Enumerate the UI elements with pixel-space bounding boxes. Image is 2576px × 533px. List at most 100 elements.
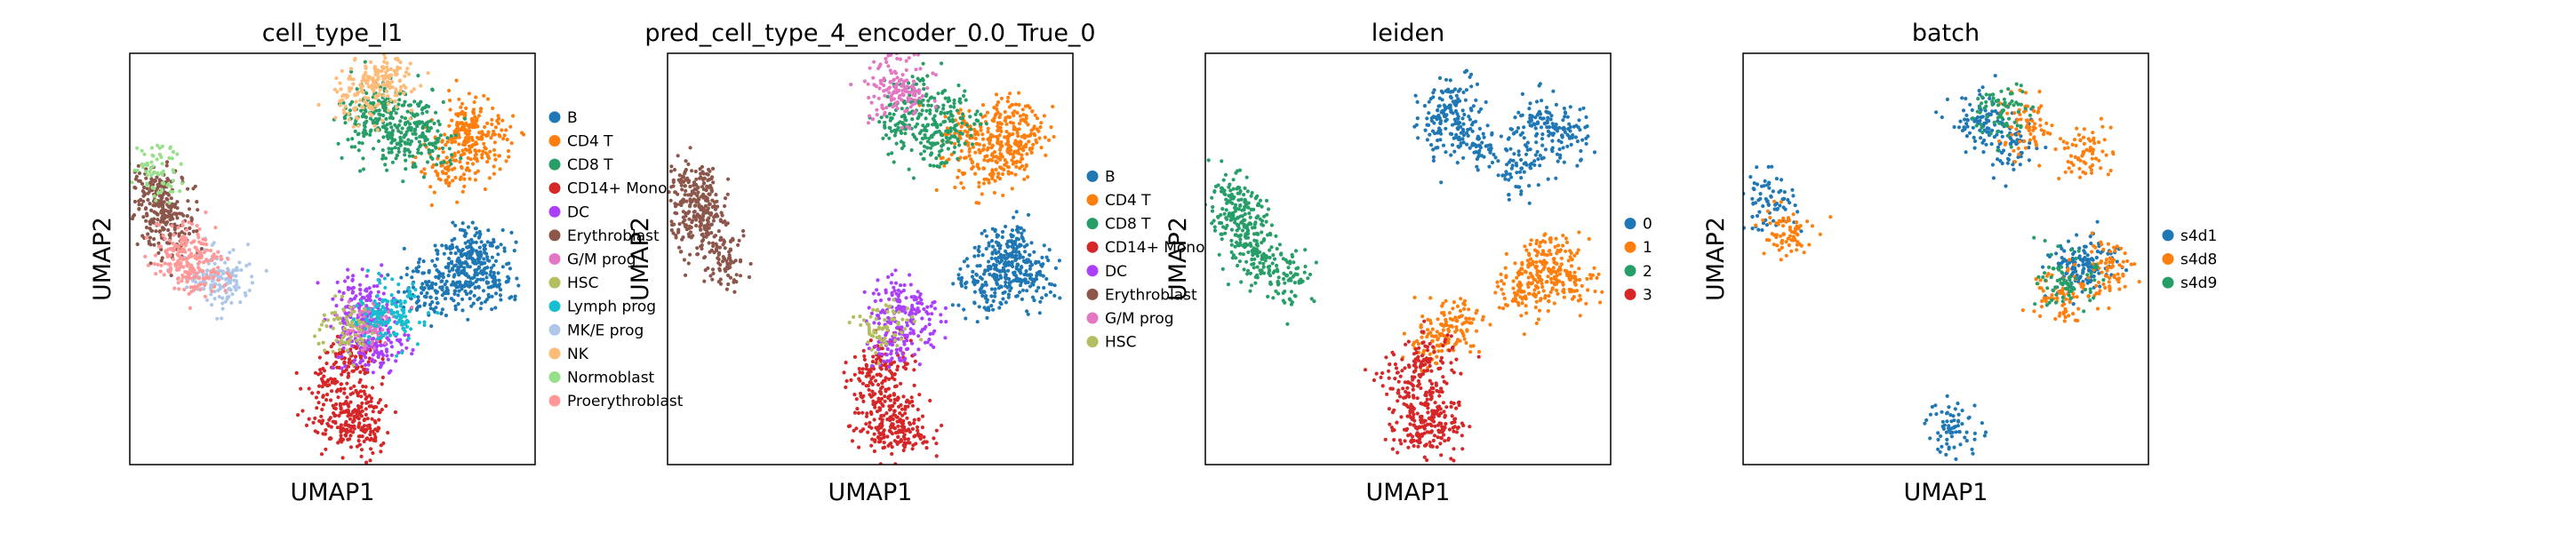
data-point bbox=[724, 287, 730, 291]
data-point bbox=[345, 395, 349, 400]
data-point bbox=[886, 64, 891, 68]
data-point bbox=[325, 393, 330, 397]
data-point bbox=[983, 155, 988, 159]
data-point bbox=[996, 286, 1001, 290]
data-point bbox=[394, 73, 398, 77]
data-point bbox=[500, 265, 506, 269]
data-point bbox=[435, 163, 439, 167]
data-point bbox=[364, 70, 368, 75]
data-point bbox=[433, 263, 437, 267]
data-point bbox=[323, 348, 327, 353]
data-point bbox=[1046, 259, 1051, 263]
data-point bbox=[441, 274, 445, 280]
data-point bbox=[216, 278, 221, 282]
data-point bbox=[892, 289, 897, 293]
data-point bbox=[901, 443, 906, 448]
data-point bbox=[422, 320, 427, 324]
data-point bbox=[959, 148, 964, 154]
data-point bbox=[384, 116, 388, 121]
data-point bbox=[859, 391, 863, 396]
data-point bbox=[888, 398, 893, 402]
data-point bbox=[338, 321, 342, 325]
data-point bbox=[433, 243, 437, 248]
data-point bbox=[1026, 258, 1030, 262]
data-point bbox=[883, 394, 887, 399]
data-point bbox=[460, 166, 464, 171]
data-point bbox=[1010, 241, 1015, 245]
data-point bbox=[711, 243, 716, 249]
data-point bbox=[993, 273, 997, 277]
data-point bbox=[408, 61, 412, 66]
data-point bbox=[502, 133, 507, 138]
data-point bbox=[376, 401, 380, 405]
data-point bbox=[881, 107, 885, 111]
data-point bbox=[212, 256, 217, 260]
data-point bbox=[862, 357, 868, 362]
data-point bbox=[376, 290, 380, 294]
data-point bbox=[352, 418, 356, 423]
data-point bbox=[416, 147, 420, 152]
data-point bbox=[864, 414, 869, 418]
data-point bbox=[492, 129, 496, 133]
data-point bbox=[337, 290, 341, 294]
data-point bbox=[449, 297, 453, 301]
data-point bbox=[928, 163, 932, 168]
data-point bbox=[998, 112, 1003, 117]
data-point bbox=[422, 171, 428, 176]
data-point bbox=[330, 311, 334, 315]
data-point bbox=[396, 129, 401, 133]
data-point bbox=[434, 274, 438, 279]
data-point bbox=[1044, 153, 1048, 157]
data-point bbox=[1000, 229, 1005, 235]
data-point bbox=[358, 320, 363, 324]
data-point bbox=[987, 308, 991, 313]
data-point bbox=[465, 245, 469, 250]
data-point bbox=[498, 167, 502, 171]
data-point bbox=[683, 193, 687, 197]
data-point bbox=[193, 254, 197, 259]
data-point bbox=[1013, 258, 1018, 263]
data-point bbox=[421, 175, 426, 179]
data-point bbox=[942, 161, 947, 165]
data-point bbox=[333, 294, 338, 298]
data-point bbox=[183, 270, 188, 274]
data-point bbox=[884, 106, 889, 110]
data-point bbox=[355, 322, 359, 327]
data-point bbox=[324, 398, 329, 402]
data-point bbox=[456, 150, 460, 155]
data-point bbox=[195, 224, 199, 228]
data-point bbox=[876, 314, 881, 318]
data-point bbox=[871, 291, 876, 296]
legend-marker bbox=[548, 253, 561, 265]
data-point bbox=[680, 187, 684, 192]
data-point bbox=[381, 135, 386, 139]
data-point bbox=[375, 128, 380, 132]
data-point bbox=[1006, 276, 1012, 282]
data-point bbox=[882, 84, 886, 88]
data-point bbox=[977, 180, 981, 185]
data-point bbox=[379, 331, 383, 336]
data-point bbox=[887, 136, 892, 140]
data-point bbox=[956, 276, 961, 281]
data-point bbox=[385, 354, 389, 358]
data-point bbox=[359, 324, 364, 329]
data-point bbox=[677, 173, 682, 178]
data-point bbox=[986, 126, 990, 131]
data-point bbox=[385, 302, 389, 307]
data-point bbox=[341, 107, 346, 113]
data-point bbox=[371, 450, 375, 456]
data-point bbox=[364, 362, 368, 367]
data-point bbox=[395, 338, 400, 342]
data-point bbox=[934, 454, 939, 458]
data-point bbox=[1007, 115, 1012, 119]
data-point bbox=[1038, 125, 1043, 130]
data-point bbox=[891, 105, 895, 109]
data-point bbox=[1015, 140, 1020, 145]
data-point bbox=[977, 166, 981, 171]
data-point bbox=[900, 125, 904, 130]
data-point bbox=[694, 223, 699, 228]
data-point bbox=[449, 251, 453, 255]
data-point bbox=[960, 121, 964, 125]
data-point bbox=[695, 252, 700, 257]
data-point bbox=[690, 220, 694, 225]
